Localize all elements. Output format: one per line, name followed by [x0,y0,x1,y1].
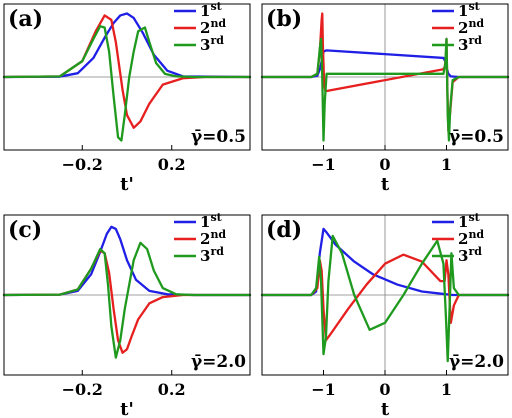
legend-label: 1st [458,0,481,20]
panel-label: (d) [266,217,302,243]
gamma-annotation: γ̄=0.5 [191,127,246,147]
gamma-annotation: γ̄=0.5 [449,127,504,147]
legend-label: 2nd [200,228,226,248]
legend-label: 2nd [200,17,226,37]
legend-label: 3rd [458,34,482,54]
plot-frame [3,3,251,151]
legend-label: 3rd [200,34,224,54]
plot-frame [3,214,251,376]
panel-label: (c) [8,217,42,243]
x-tick-label: 0.2 [158,380,186,399]
series-3rd-line [2,241,252,359]
x-tick-label: 0 [379,155,390,174]
x-tick-label: −0.2 [62,380,103,399]
series-3rd-line [260,37,510,142]
legend-label: 2nd [458,17,484,37]
panel-label: (a) [8,6,43,32]
legend-label: 3rd [200,245,224,265]
gamma-annotation: γ̄=2.0 [191,352,246,372]
legend-label: 1st [200,0,223,20]
x-axis-label: t [381,174,390,195]
series-2nd-line [2,14,252,129]
series-1st-line [2,225,252,297]
panel-label: (b) [266,6,302,32]
x-tick-label: −1 [311,155,336,174]
series-1st-line [2,12,252,79]
x-tick-label: −1 [311,380,336,399]
x-tick-label: −0.2 [62,155,103,174]
x-axis-label: t' [120,399,134,418]
x-axis-label: t' [120,174,134,195]
x-tick-label: 0 [379,380,390,399]
legend-label: 1st [458,211,481,231]
x-axis-label: t [381,399,390,418]
legend-label: 1st [200,211,223,231]
x-tick-label: 0.2 [158,155,186,174]
x-tick-label: 1 [441,380,452,399]
series-3rd-line [2,25,252,142]
legend-label: 3rd [458,245,482,265]
legend-label: 2nd [458,228,484,248]
series-3rd-line [260,234,510,363]
gamma-annotation: γ̄=2.0 [449,352,504,372]
x-tick-label: 1 [441,155,452,174]
